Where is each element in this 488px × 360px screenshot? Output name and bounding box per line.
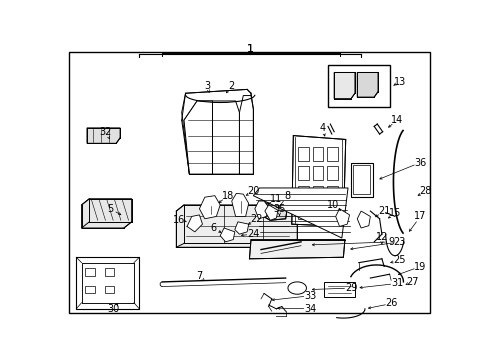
- Text: 4: 4: [319, 123, 325, 133]
- Bar: [312, 166, 323, 180]
- Bar: [297, 186, 308, 199]
- Text: 21: 21: [377, 206, 389, 216]
- Text: 27: 27: [406, 277, 418, 287]
- Bar: [353, 165, 369, 194]
- Text: 22: 22: [250, 214, 262, 224]
- Polygon shape: [291, 136, 345, 226]
- Polygon shape: [264, 205, 277, 220]
- Text: 35: 35: [273, 204, 285, 214]
- Polygon shape: [176, 205, 297, 247]
- Polygon shape: [249, 239, 344, 259]
- Text: 20: 20: [246, 186, 259, 196]
- Polygon shape: [335, 209, 349, 226]
- Polygon shape: [81, 199, 131, 228]
- Polygon shape: [87, 128, 120, 143]
- Polygon shape: [183, 101, 212, 174]
- Bar: [312, 186, 323, 199]
- Text: 12: 12: [375, 232, 387, 242]
- Text: 18: 18: [222, 191, 234, 201]
- Polygon shape: [357, 72, 377, 97]
- Bar: [76, 257, 139, 309]
- Bar: [324, 282, 354, 297]
- Polygon shape: [182, 89, 250, 174]
- Text: 13: 13: [393, 77, 405, 87]
- Bar: [104, 286, 114, 293]
- Text: 10: 10: [326, 200, 339, 210]
- Text: 15: 15: [388, 208, 400, 217]
- Text: 1: 1: [246, 44, 253, 54]
- Bar: [326, 205, 337, 219]
- Text: 17: 17: [413, 211, 426, 221]
- Polygon shape: [333, 72, 354, 99]
- Text: 3: 3: [203, 81, 210, 91]
- Bar: [326, 186, 337, 199]
- Polygon shape: [212, 101, 239, 174]
- Bar: [350, 163, 372, 197]
- Text: 36: 36: [413, 158, 426, 167]
- Polygon shape: [234, 222, 248, 234]
- Bar: [104, 268, 114, 276]
- Bar: [85, 286, 95, 293]
- Text: 32: 32: [99, 127, 111, 137]
- Bar: [312, 147, 323, 161]
- Text: 1: 1: [246, 44, 253, 54]
- Bar: [297, 205, 308, 219]
- Polygon shape: [239, 95, 253, 174]
- Bar: [297, 147, 308, 161]
- Text: 11: 11: [270, 194, 282, 204]
- Polygon shape: [259, 203, 286, 220]
- Text: 8: 8: [284, 191, 290, 201]
- Polygon shape: [220, 228, 234, 242]
- Text: 16: 16: [173, 215, 185, 225]
- Text: 7: 7: [196, 271, 202, 281]
- Bar: [81, 263, 134, 303]
- Text: 30: 30: [107, 304, 119, 314]
- Bar: [327, 65, 389, 107]
- Text: 24: 24: [246, 229, 259, 239]
- Polygon shape: [254, 201, 268, 219]
- Bar: [297, 166, 308, 180]
- Text: 23: 23: [393, 237, 405, 247]
- Text: 33: 33: [304, 291, 316, 301]
- Text: 28: 28: [419, 186, 431, 196]
- Text: 19: 19: [413, 261, 426, 271]
- Text: 34: 34: [304, 304, 316, 314]
- Text: 6: 6: [210, 223, 216, 233]
- Text: 2: 2: [228, 81, 234, 91]
- Text: 26: 26: [385, 298, 397, 309]
- Text: 25: 25: [392, 255, 405, 265]
- Text: 9: 9: [388, 237, 394, 247]
- Polygon shape: [357, 211, 369, 228]
- Polygon shape: [187, 215, 202, 232]
- Polygon shape: [253, 188, 347, 238]
- Polygon shape: [199, 195, 220, 219]
- Polygon shape: [183, 101, 212, 174]
- Bar: [326, 147, 337, 161]
- Polygon shape: [76, 257, 139, 309]
- Bar: [85, 268, 95, 276]
- Bar: [312, 205, 323, 219]
- Text: 31: 31: [390, 278, 403, 288]
- Polygon shape: [231, 193, 248, 216]
- Text: 5: 5: [107, 204, 113, 214]
- Bar: [326, 166, 337, 180]
- Text: 14: 14: [390, 115, 403, 125]
- Text: 29: 29: [344, 283, 357, 293]
